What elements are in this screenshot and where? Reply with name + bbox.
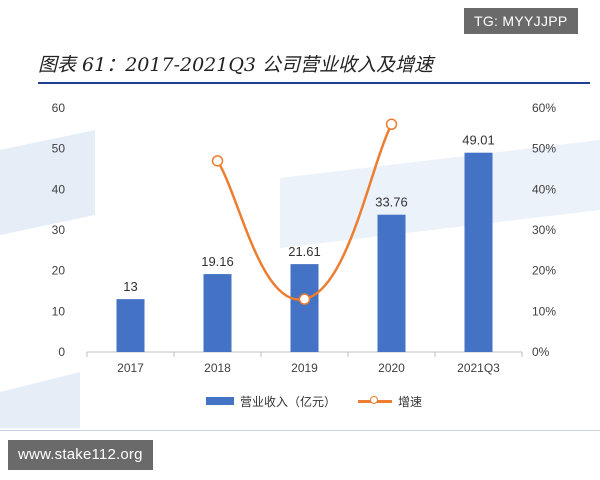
top-right-watermark-badge: TG: MYYJJPP <box>464 8 578 34</box>
right-tick-label: 60% <box>532 101 556 115</box>
revenue-bar <box>377 214 406 352</box>
right-tick-label: 0% <box>532 345 550 359</box>
bottom-left-watermark-badge: www.stake112.org <box>8 440 153 470</box>
left-tick-label: 0 <box>58 345 65 359</box>
legend-item-revenue: 营业收入（亿元） <box>206 393 336 410</box>
left-tick-label: 40 <box>52 182 66 196</box>
x-tick-label: 2020 <box>378 361 405 375</box>
bar-value-label: 49.01 <box>462 133 495 148</box>
revenue-bar <box>116 299 145 352</box>
right-tick-label: 40% <box>532 182 556 196</box>
x-axis-ticks: 2017 2018 2019 2020 2021Q3 <box>117 361 500 375</box>
bar-value-label: 13 <box>123 279 137 294</box>
bar-value-label: 33.76 <box>375 195 408 210</box>
revenue-bar <box>203 274 232 352</box>
legend-item-growth: 增速 <box>358 393 422 410</box>
right-tick-label: 20% <box>532 264 556 278</box>
title-underline <box>38 82 590 84</box>
bar-value-label: 19.16 <box>201 254 234 269</box>
bar-series <box>116 152 493 352</box>
growth-point <box>385 118 398 131</box>
legend-label-growth: 增速 <box>398 394 423 409</box>
figure-title: 图表 61：2017-2021Q3 公司营业收入及增速 <box>38 54 434 76</box>
x-tick-label: 2019 <box>291 361 318 375</box>
x-tick-label: 2018 <box>204 361 231 375</box>
left-tick-label: 50 <box>52 142 66 156</box>
right-tick-label: 30% <box>532 223 556 237</box>
left-tick-label: 30 <box>52 223 66 237</box>
growth-point <box>298 293 311 305</box>
bar-data-labels: 13 19.16 21.61 33.76 49.01 <box>123 133 495 294</box>
legend-bar-swatch <box>206 397 234 405</box>
left-axis-ticks: 0 10 20 30 40 50 60 <box>52 101 66 359</box>
legend-line-swatch <box>358 394 393 408</box>
growth-line-series <box>211 118 398 305</box>
bottom-divider <box>0 430 600 431</box>
revenue-bar <box>290 264 319 352</box>
right-tick-label: 10% <box>532 304 556 318</box>
left-tick-label: 10 <box>52 304 66 318</box>
right-tick-label: 50% <box>532 142 556 156</box>
left-tick-label: 20 <box>52 264 66 278</box>
x-tick-label: 2021Q3 <box>457 361 500 375</box>
bar-value-label: 21.61 <box>288 244 321 259</box>
chart-legend: 营业收入（亿元） 增速 <box>206 392 422 410</box>
revenue-bar <box>464 152 493 352</box>
left-tick-label: 60 <box>52 101 66 115</box>
x-tick-label: 2017 <box>117 361 144 375</box>
right-axis-ticks: 0% 10% 20% 30% 40% 50% 60% <box>532 101 556 359</box>
growth-point <box>211 155 224 167</box>
chart-axes <box>86 351 523 357</box>
legend-label-revenue: 营业收入（亿元） <box>240 394 337 409</box>
